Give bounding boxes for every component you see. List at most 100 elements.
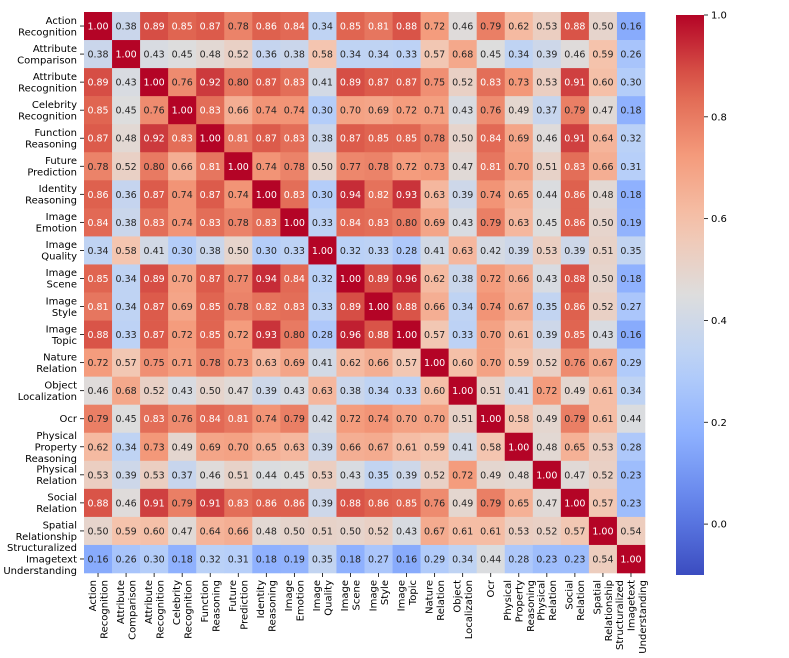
heatmap-cell: [448, 264, 477, 293]
cell-value-label: 0.88: [368, 330, 389, 341]
cell-value-label: 0.85: [200, 302, 221, 313]
y-tick-label: Attribute Comparison: [17, 44, 77, 67]
heatmap-cell: [616, 404, 646, 434]
heatmap-cell: [336, 208, 365, 237]
cell-value-label: 0.50: [284, 526, 305, 537]
heatmap-cell: [392, 12, 421, 41]
cell-value-label: 0.69: [172, 302, 193, 313]
cell-value-label: 0.49: [508, 106, 529, 117]
cell-value-label: 0.42: [312, 414, 333, 425]
cell-value-label: 0.83: [200, 218, 221, 229]
cell-value-label: 0.39: [508, 246, 529, 257]
heatmap-cell: [476, 404, 506, 434]
heatmap-cell: [616, 544, 646, 574]
cell-value-label: 0.78: [284, 162, 305, 173]
cell-value-label: 0.60: [452, 358, 473, 369]
cell-value-label: 0.73: [508, 78, 529, 89]
heatmap-cell: [84, 544, 113, 574]
cell-value-label: 0.89: [87, 78, 108, 89]
heatmap-cell: [392, 320, 421, 349]
heatmap-cell: [336, 152, 365, 181]
cell-value-label: 0.73: [228, 358, 249, 369]
cell-value-label: 0.65: [564, 442, 585, 453]
heatmap-cell: [588, 96, 618, 125]
cell-value-label: 0.34: [116, 302, 137, 313]
y-tick-label: Action Recognition: [18, 16, 77, 39]
cell-value-label: 0.39: [256, 386, 277, 397]
heatmap-cell: [448, 404, 477, 434]
cell-value-label: 1.00: [368, 302, 389, 313]
cell-value-label: 0.88: [87, 498, 108, 509]
cell-value-label: 0.51: [536, 162, 557, 173]
cell-value-label: 0.84: [480, 134, 501, 145]
cell-value-label: 0.72: [172, 330, 193, 341]
cell-value-label: 0.18: [620, 274, 641, 285]
cell-value-label: 0.64: [592, 134, 613, 145]
cell-value-label: 0.83: [480, 78, 501, 89]
heatmap-cell: [392, 488, 421, 518]
cell-value-label: 0.66: [368, 358, 389, 369]
heatmap-cell: [476, 292, 506, 321]
heatmap-cell: [308, 124, 337, 153]
heatmap-cell: [140, 320, 169, 349]
cell-value-label: 0.48: [200, 50, 221, 61]
cell-value-label: 0.82: [368, 190, 389, 201]
cell-value-label: 0.29: [424, 554, 445, 565]
heatmap-cell: [112, 404, 141, 434]
heatmap-cell: [252, 96, 281, 125]
heatmap-cell: [84, 348, 113, 377]
colorbar-tick-label: 0.4: [711, 316, 727, 327]
cell-value-label: 0.63: [452, 246, 473, 257]
heatmap-cell: [476, 460, 506, 490]
heatmap-cell: [504, 544, 534, 574]
cell-value-label: 0.85: [340, 22, 361, 33]
cell-value-label: 0.34: [452, 554, 473, 565]
cell-value-label: 0.39: [452, 190, 473, 201]
heatmap-cell: [364, 488, 393, 518]
heatmap-cell: [532, 460, 562, 490]
heatmap-cell: [616, 12, 646, 41]
heatmap-cell: [560, 320, 590, 349]
cell-value-label: 0.52: [452, 78, 473, 89]
heatmap-cell: [616, 320, 646, 349]
cell-value-label: 0.44: [256, 470, 277, 481]
cell-value-label: 0.74: [284, 106, 305, 117]
cell-value-label: 0.35: [368, 470, 389, 481]
cell-value-label: 0.83: [368, 218, 389, 229]
cell-value-label: 0.39: [396, 470, 417, 481]
heatmap-cell: [196, 460, 225, 490]
heatmap-cell: [224, 68, 253, 97]
cell-value-label: 0.70: [228, 442, 249, 453]
cell-value-label: 0.57: [424, 50, 445, 61]
cell-value-label: 0.57: [424, 330, 445, 341]
heatmap-cell: [392, 460, 421, 490]
heatmap-cell: [364, 152, 393, 181]
cell-value-label: 0.83: [284, 302, 305, 313]
y-tick-label: Image Style: [46, 296, 77, 319]
cell-value-label: 0.88: [87, 330, 108, 341]
cell-value-label: 0.43: [396, 526, 417, 537]
heatmap-cell: [420, 516, 449, 546]
heatmap-cell: [112, 180, 141, 209]
cell-value-label: 0.79: [480, 218, 501, 229]
cell-value-label: 0.53: [312, 470, 333, 481]
cell-value-label: 0.73: [424, 162, 445, 173]
cell-value-label: 0.52: [592, 470, 613, 481]
heatmap-cell: [252, 236, 281, 265]
cell-value-label: 0.73: [144, 442, 165, 453]
y-tick-label: Attribute Recognition: [18, 72, 77, 95]
colorbar-tick-label: 0.0: [711, 520, 727, 531]
cell-value-label: 0.83: [284, 134, 305, 145]
heatmap-cell: [280, 68, 309, 97]
heatmap-cell: [476, 376, 506, 405]
heatmap-cell: [168, 12, 197, 41]
heatmap-cell: [112, 236, 141, 265]
cell-value-label: 0.70: [480, 330, 501, 341]
heatmap-cell: [252, 432, 281, 462]
heatmap-cell: [616, 96, 646, 125]
heatmap-cell: [336, 488, 365, 518]
heatmap-cell: [84, 460, 113, 490]
x-tick-label: IdentityReasoning: [256, 580, 279, 632]
cell-value-label: 0.59: [508, 358, 529, 369]
cell-value-label: 0.72: [396, 162, 417, 173]
